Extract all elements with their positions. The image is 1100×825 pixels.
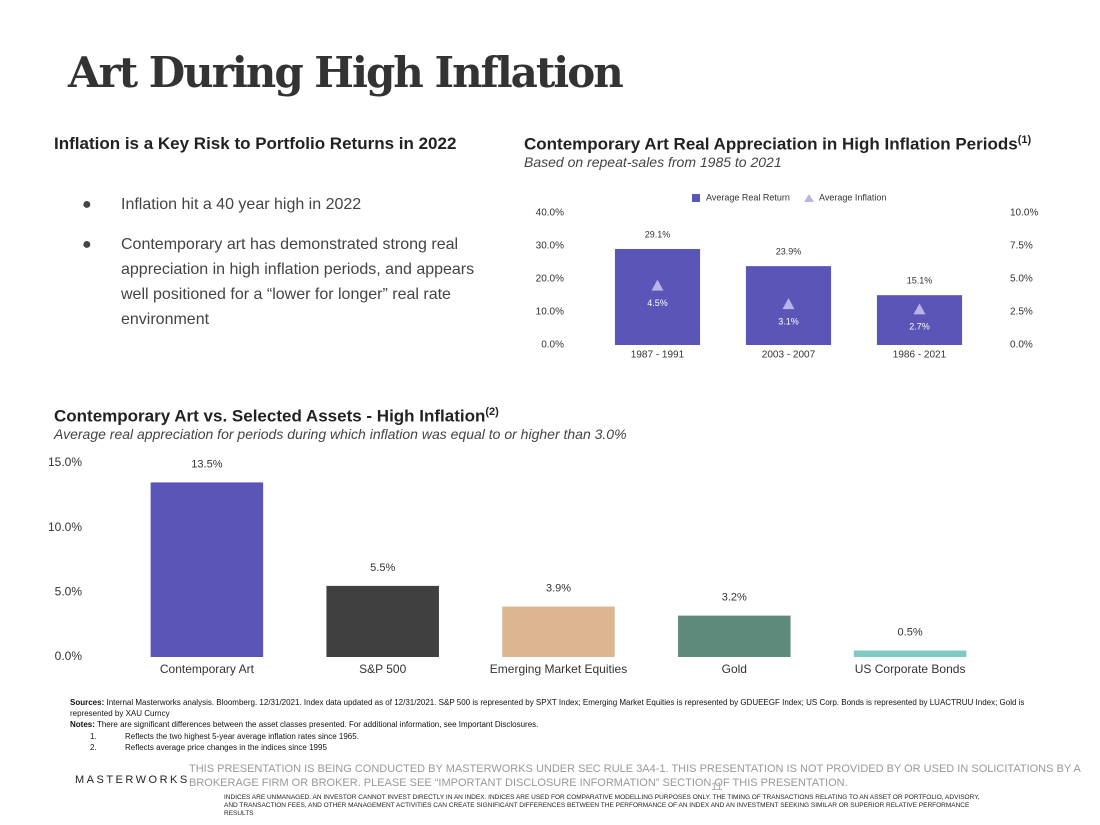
bar: [853, 650, 967, 657]
bar: [614, 248, 701, 345]
chart-subtitle: Based on repeat-sales from 1985 to 2021: [524, 154, 782, 170]
y2-tick-label: 0.0%: [1010, 340, 1033, 351]
bullet: Contemporary art has demonstrated strong…: [121, 236, 475, 328]
value-label: 4.5%: [647, 298, 668, 308]
indices-note: INDICES ARE UNMANAGED. AN INVESTOR CANNO…: [224, 794, 980, 817]
x-tick-label: S&P 500: [359, 662, 406, 676]
value-label: 23.9%: [776, 247, 802, 257]
y-tick-label: 20.0%: [536, 274, 564, 285]
bar: [326, 585, 439, 657]
left-heading: Inflation is a Key Risk to Portfolio Ret…: [54, 134, 457, 153]
notes: Notes: There are significant differences…: [70, 719, 538, 730]
y-tick-label: 5.0%: [55, 585, 83, 599]
legend-label: Average Real Return: [706, 192, 790, 202]
y2-tick-label: 10.0%: [1010, 208, 1038, 219]
value-label: 0.5%: [898, 626, 923, 638]
bullet-dot: ●: [82, 236, 92, 253]
slide-title: Art During High Inflation: [68, 48, 624, 97]
chart-title: Contemporary Art vs. Selected Assets - H…: [54, 406, 499, 427]
value-label: 13.5%: [191, 458, 222, 470]
brand: MASTERWORKS: [75, 774, 190, 786]
page-number: 11: [711, 781, 723, 793]
y-tick-label: 10.0%: [48, 520, 82, 534]
value-label: 2.7%: [909, 322, 930, 332]
value-label: 3.2%: [722, 592, 747, 604]
note-text: Reflects average price changes in the in…: [125, 743, 327, 752]
y-tick-label: 0.0%: [541, 340, 564, 351]
inflation-marker: [782, 298, 795, 310]
note-number: 1.: [90, 732, 97, 741]
y-tick-label: 30.0%: [536, 241, 564, 252]
sources: Sources: Internal Masterworks analysis. …: [70, 697, 1030, 719]
chart-subtitle: Average real appreciation for periods du…: [54, 426, 627, 442]
disclaimer: THIS PRESENTATION IS BEING CONDUCTED BY …: [189, 763, 1081, 789]
y-tick-label: 0.0%: [55, 649, 83, 663]
y-tick-label: 40.0%: [536, 208, 564, 219]
bullet: Inflation hit a 40 year high in 2022: [121, 196, 362, 213]
bar: [150, 482, 264, 657]
bar: [678, 615, 791, 657]
y-tick-label: 15.0%: [48, 455, 82, 469]
value-label: 15.1%: [907, 276, 933, 286]
x-tick-label: 1986 - 2021: [893, 350, 947, 361]
x-tick-label: Contemporary Art: [160, 662, 255, 676]
value-label: 3.9%: [546, 582, 571, 594]
x-tick-label: Gold: [722, 662, 747, 676]
note-number: 2.: [90, 743, 97, 752]
y2-tick-label: 7.5%: [1010, 241, 1033, 252]
y2-tick-label: 2.5%: [1010, 307, 1033, 318]
bar: [876, 295, 963, 345]
chart-title-note: (2): [485, 406, 499, 418]
x-tick-label: Emerging Market Equities: [490, 662, 627, 676]
y-tick-label: 10.0%: [536, 307, 564, 318]
value-label: 29.1%: [645, 229, 671, 239]
inflation-marker: [651, 279, 664, 291]
bullet-dot: ●: [82, 196, 92, 213]
chart-title-text: Contemporary Art vs. Selected Assets - H…: [54, 406, 486, 426]
notes-text: There are significant differences betwee…: [96, 720, 539, 729]
x-tick-label: 2003 - 2007: [762, 350, 816, 361]
value-label: 3.1%: [778, 316, 799, 326]
y2-tick-label: 5.0%: [1010, 274, 1033, 285]
sources-label: Sources:: [70, 698, 105, 707]
bar: [502, 606, 615, 657]
legend-swatch: [692, 194, 700, 202]
sources-text: Internal Masterworks analysis. Bloomberg…: [70, 698, 1025, 718]
inflation-marker: [913, 303, 926, 315]
x-tick-label: US Corporate Bonds: [855, 662, 966, 676]
chart-title-text: Contemporary Art Real Appreciation in Hi…: [524, 134, 1018, 154]
chart-title: Contemporary Art Real Appreciation in Hi…: [524, 134, 1031, 155]
note-text: Reflects the two highest 5-year average …: [125, 732, 359, 741]
chart-title-note: (1): [1017, 134, 1032, 146]
notes-label: Notes:: [70, 720, 95, 729]
value-label: 5.5%: [370, 562, 395, 574]
x-tick-label: 1987 - 1991: [631, 350, 685, 361]
legend-label: Average Inflation: [819, 192, 886, 202]
legend-swatch: [804, 194, 814, 202]
